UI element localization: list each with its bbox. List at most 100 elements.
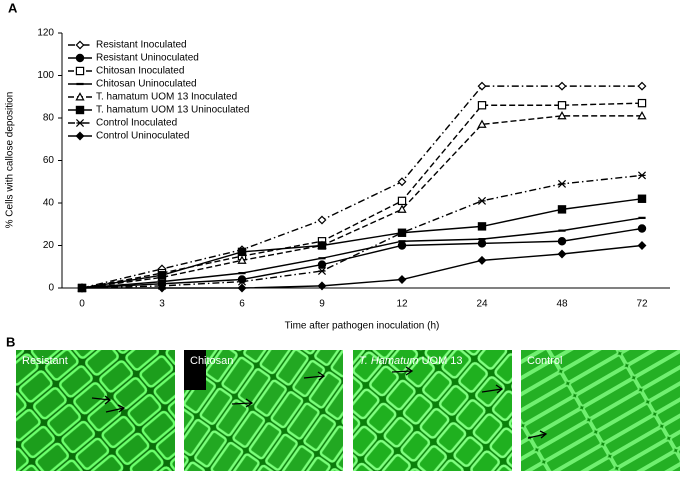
marker-part (317, 281, 327, 291)
data-point (637, 111, 647, 120)
x-tick-label: 72 (636, 299, 648, 310)
data-point (557, 111, 567, 120)
marker-part (557, 111, 567, 120)
data-point (557, 205, 567, 214)
marker-part (75, 131, 85, 141)
marker-part (477, 81, 487, 91)
marker-part (75, 105, 85, 115)
image-label: Chitosan (190, 355, 233, 367)
data-point (237, 277, 247, 286)
marker-part (557, 101, 567, 110)
legend-marker (75, 118, 85, 128)
dark-corner (184, 350, 206, 390)
legend-marker (75, 131, 85, 141)
y-axis-label: % Cells with callose deposition (5, 92, 16, 229)
marker-part (237, 283, 247, 293)
image-label: Control (527, 355, 562, 367)
x-tick-label: 12 (396, 299, 408, 310)
data-point (557, 179, 567, 188)
marker-part (237, 255, 247, 264)
series-line (82, 244, 643, 289)
marker-part (75, 66, 85, 76)
panel-label: B (6, 334, 15, 349)
marker-part (317, 241, 327, 250)
marker-part (157, 283, 167, 293)
data-point (637, 81, 647, 91)
y-tick-label: 120 (37, 28, 54, 39)
x-tick-label: 3 (159, 299, 165, 310)
marker-part (637, 81, 647, 91)
data-point (637, 194, 647, 203)
x-tick-label: 0 (79, 299, 85, 310)
series-line (81, 174, 643, 289)
data-point (477, 119, 487, 128)
data-point (397, 196, 407, 206)
y-tick-label: 20 (43, 240, 55, 251)
x-tick-label: 6 (239, 299, 245, 310)
data-point (477, 255, 487, 265)
data-point (317, 215, 327, 225)
y-tick-label: 80 (43, 113, 55, 124)
micrograph (521, 350, 680, 471)
marker-part (397, 204, 407, 213)
legend-label: T. hamatum UOM 13 Inoculated (96, 92, 237, 103)
legend-marker (75, 53, 85, 63)
legend-label: Chitosan Uninoculated (96, 79, 197, 90)
micrographs: Resistant Chitosan T. Hamatum UOM 13 Con… (16, 350, 680, 471)
marker-part (477, 101, 487, 110)
marker-part (317, 215, 327, 225)
legend-marker (75, 66, 85, 76)
series-line (81, 227, 643, 289)
legend-label: Chitosan Inoculated (96, 66, 184, 77)
marker-part (557, 179, 567, 188)
marker-part (237, 277, 247, 286)
data-point (317, 260, 327, 269)
data-point (397, 204, 407, 213)
micrograph (184, 350, 343, 471)
marker-part (557, 81, 567, 91)
legend-label: Resistant Inoculated (96, 40, 187, 51)
marker-part (557, 249, 567, 259)
data-point (477, 196, 487, 205)
marker-part (637, 111, 647, 120)
marker-part (477, 239, 487, 248)
marker-part (477, 255, 487, 265)
marker-part (557, 237, 567, 246)
marker-part (397, 177, 407, 187)
data-point (397, 275, 407, 284)
data-point (77, 283, 87, 293)
x-tick-label: 48 (556, 299, 568, 310)
y-tick-label: 40 (43, 198, 55, 209)
legend-label: Resistant Uninoculated (96, 53, 199, 64)
marker-part (477, 196, 487, 205)
series-line (81, 85, 642, 289)
marker-part (397, 196, 407, 206)
y-tick-label: 0 (48, 283, 54, 294)
image-label: T. Hamatum UOM 13 (359, 355, 463, 367)
data-point (317, 266, 327, 276)
marker-part (237, 247, 247, 257)
data-point (317, 281, 327, 291)
data-point (477, 101, 487, 110)
data-point (317, 241, 327, 250)
legend-label: T. hamatum UOM 13 Uninoculated (96, 105, 249, 116)
marker-part (317, 260, 327, 269)
y-tick-label: 100 (37, 70, 54, 81)
data-point (557, 249, 567, 259)
series-line (81, 198, 643, 289)
panel-label: A (8, 0, 18, 15)
marker-part (477, 119, 487, 128)
series-line (81, 115, 642, 289)
data-point (157, 271, 167, 280)
marker-part (397, 275, 407, 284)
legend-marker (75, 40, 85, 50)
data-point (637, 98, 647, 108)
marker-part (157, 271, 167, 280)
legend-label: Control Inoculated (96, 118, 177, 129)
image-label: UOM 13 (422, 355, 463, 367)
arrows (91, 366, 548, 439)
x-tick-label: 9 (319, 299, 325, 310)
marker-part (75, 92, 85, 101)
marker-part (637, 224, 647, 233)
data-point (157, 283, 167, 293)
